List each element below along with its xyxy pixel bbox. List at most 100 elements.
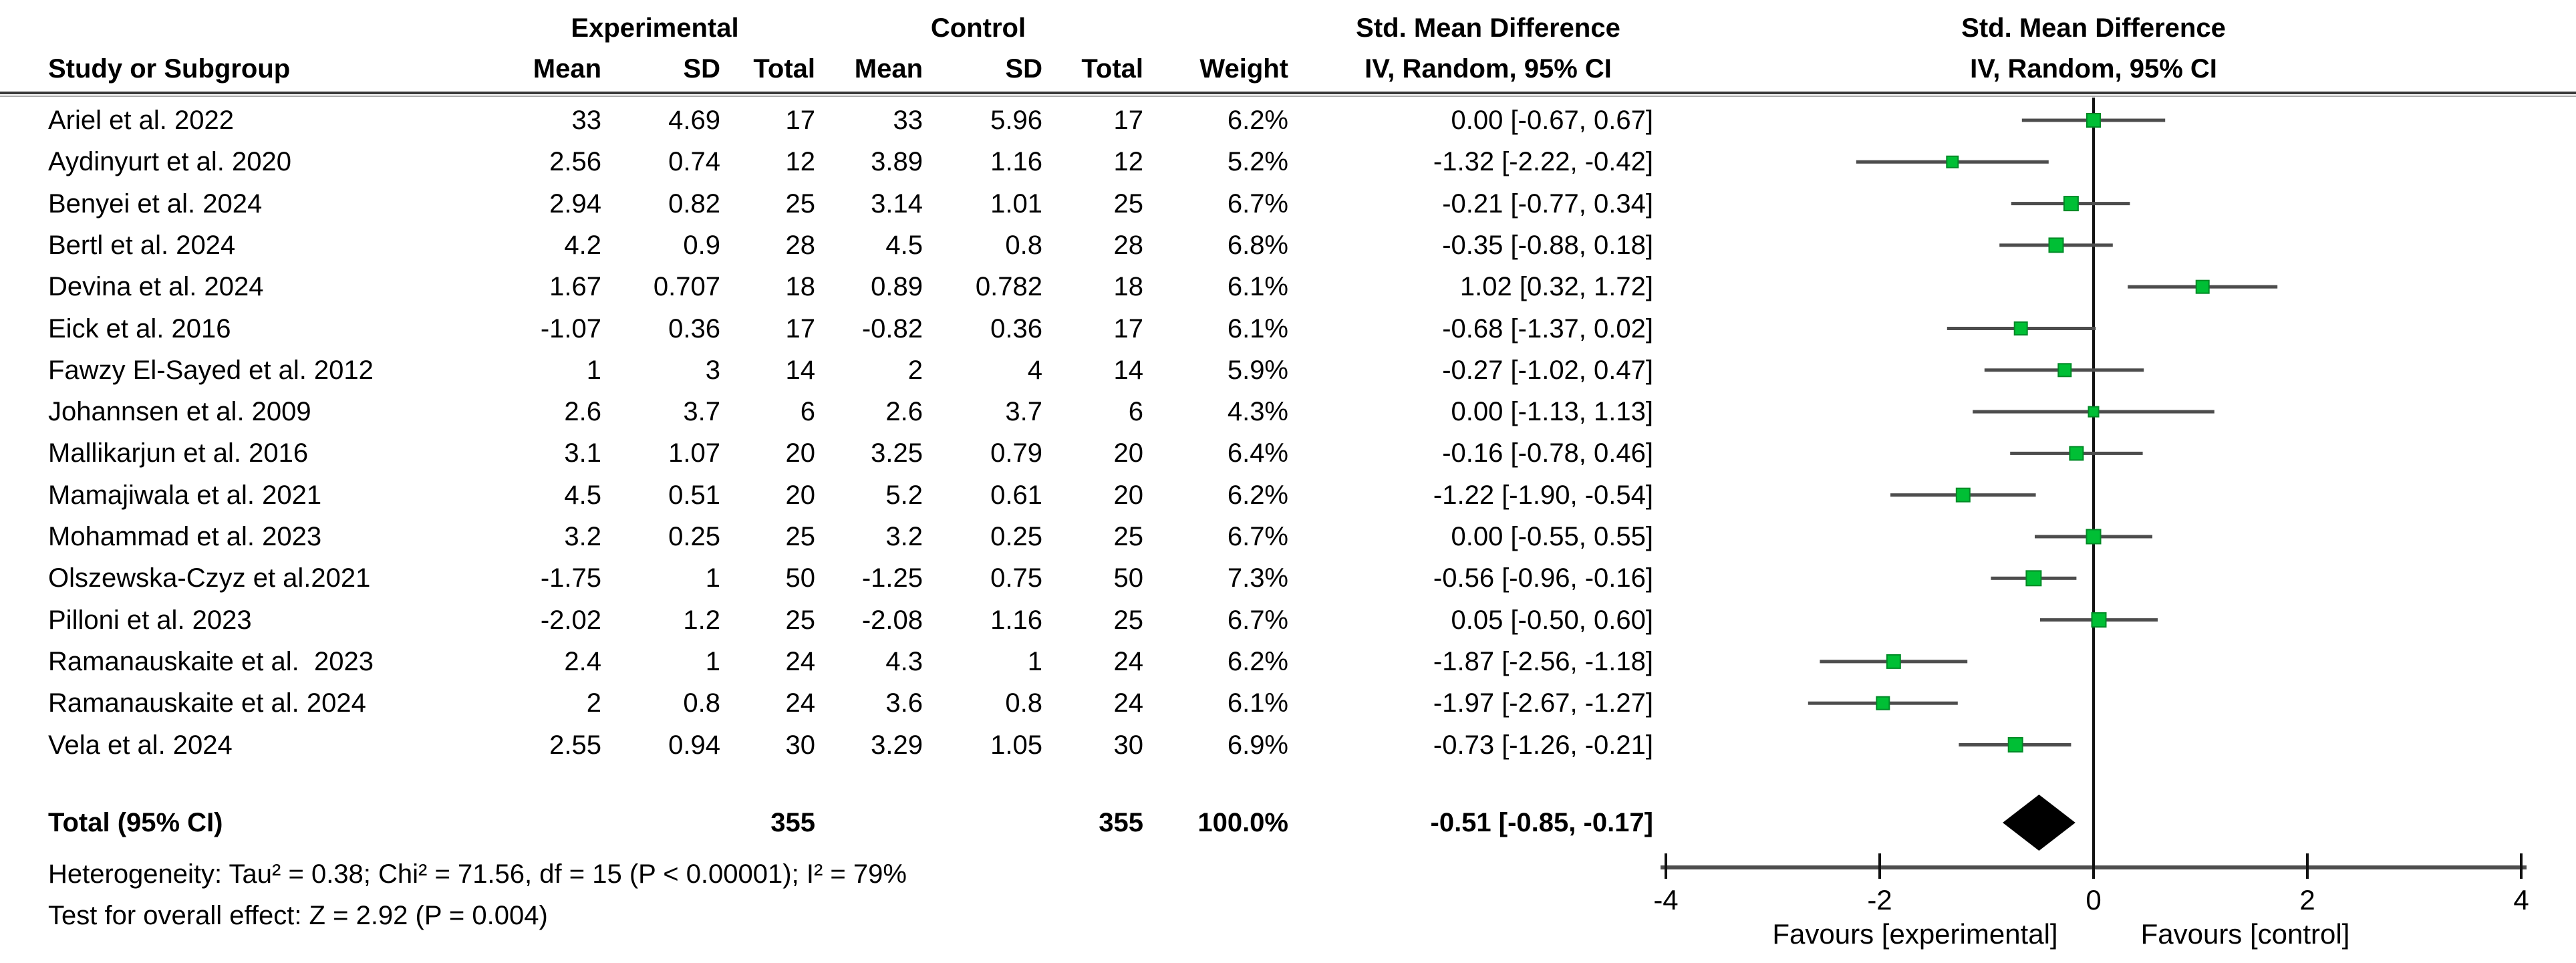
cell-ci-text: -1.32 [-2.22, -0.42] — [1433, 147, 1653, 177]
effect-square — [1955, 487, 1971, 503]
total-ctrl-n: 355 — [1099, 808, 1143, 837]
axis-tick-label: 2 — [2299, 884, 2315, 916]
cell-weight: 5.9% — [1227, 355, 1288, 385]
cell-ctrl-total: 30 — [1113, 730, 1144, 760]
cell-exp-mean: 1.67 — [549, 272, 601, 302]
cell-ci-text: 0.00 [-1.13, 1.13] — [1451, 397, 1653, 427]
study-name: Bertl et al. 2024 — [48, 230, 236, 260]
cell-exp-total: 25 — [785, 522, 816, 551]
axis-tick-label: -2 — [1867, 884, 1892, 916]
cell-exp-mean: 4.2 — [564, 230, 601, 260]
cell-weight: 6.2% — [1227, 480, 1288, 510]
cell-ctrl-total: 25 — [1113, 522, 1144, 551]
cell-exp-total: 20 — [785, 438, 816, 468]
cell-ctrl-total: 25 — [1113, 188, 1144, 219]
cell-weight: 4.3% — [1227, 397, 1288, 427]
cell-exp-mean: 3.1 — [564, 438, 601, 468]
cell-exp-mean: 2.4 — [564, 646, 601, 676]
cell-ctrl-sd: 5.96 — [990, 106, 1042, 135]
cell-ctrl-total: 17 — [1113, 106, 1144, 135]
header-divider-underline — [0, 96, 2576, 97]
cell-ctrl-mean: -1.25 — [861, 563, 923, 593]
cell-weight: 7.3% — [1227, 563, 1288, 593]
cell-ctrl-total: 20 — [1113, 438, 1144, 468]
cell-ctrl-sd: 0.75 — [990, 563, 1042, 593]
axis-tick-label: -4 — [1653, 884, 1679, 916]
cell-exp-total: 12 — [785, 147, 816, 177]
cell-ctrl-mean: -0.82 — [861, 313, 923, 343]
cell-exp-mean: 2.6 — [564, 397, 601, 427]
cell-ctrl-sd: 0.36 — [990, 313, 1042, 343]
weight-column-header: Weight — [1199, 54, 1288, 84]
cell-ctrl-total: 18 — [1113, 272, 1144, 302]
cell-exp-sd: 0.94 — [668, 730, 720, 760]
cell-exp-sd: 1 — [705, 563, 720, 593]
cell-exp-sd: 0.74 — [668, 147, 720, 177]
cell-ci-text: -0.27 [-1.02, 0.47] — [1442, 355, 1653, 385]
cell-ci-text: -1.87 [-2.56, -1.18] — [1433, 646, 1653, 676]
cell-exp-sd: 3.7 — [683, 397, 720, 427]
cell-exp-mean: 1 — [586, 355, 601, 385]
cell-weight: 6.2% — [1227, 106, 1288, 135]
cell-weight: 6.9% — [1227, 730, 1288, 760]
cell-ctrl-mean: 4.3 — [885, 646, 923, 676]
study-name: Mohammad et al. 2023 — [48, 522, 322, 551]
cell-exp-total: 28 — [785, 230, 816, 260]
exp-mean-header: Mean — [533, 54, 601, 84]
study-name: Devina et al. 2024 — [48, 272, 264, 302]
study-name: Ramanauskaite et al. 2023 — [48, 646, 374, 676]
axis-tick — [1878, 853, 1881, 879]
effect-square — [1876, 696, 1890, 710]
cell-ci-text: -1.97 [-2.67, -1.27] — [1433, 688, 1653, 718]
cell-exp-sd: 3 — [705, 355, 720, 385]
cell-exp-total: 14 — [785, 355, 816, 385]
cell-ctrl-sd: 0.61 — [990, 480, 1042, 510]
cell-ctrl-total: 20 — [1113, 480, 1144, 510]
cell-ci-text: -0.16 [-0.78, 0.46] — [1442, 438, 1653, 468]
cell-exp-sd: 0.9 — [683, 230, 720, 260]
cell-ctrl-mean: 3.14 — [871, 188, 923, 219]
cell-ctrl-sd: 0.79 — [990, 438, 1042, 468]
cell-ctrl-mean: 4.5 — [885, 230, 923, 260]
study-name: Mamajiwala et al. 2021 — [48, 480, 322, 510]
cell-ctrl-total: 12 — [1113, 147, 1144, 177]
study-name: Pilloni et al. 2023 — [48, 605, 252, 635]
ctrl-sd-header: SD — [1005, 54, 1042, 84]
overall-effect-stats: Test for overall effect: Z = 2.92 (P = 0… — [48, 901, 548, 930]
cell-exp-sd: 0.36 — [668, 313, 720, 343]
cell-exp-total: 30 — [785, 730, 816, 760]
effect-square — [1886, 654, 1901, 669]
heterogeneity-stats: Heterogeneity: Tau² = 0.38; Chi² = 71.56… — [48, 859, 907, 889]
ctrl-mean-header: Mean — [854, 54, 923, 84]
cell-ctrl-sd: 4 — [1027, 355, 1042, 385]
iv-ci-column-header: IV, Random, 95% CI — [1365, 54, 1612, 84]
axis-tick — [2520, 853, 2523, 879]
cell-ci-text: -0.73 [-1.26, -0.21] — [1433, 730, 1653, 760]
cell-ci-text: 1.02 [0.32, 1.72] — [1459, 272, 1653, 302]
effect-square — [2048, 237, 2064, 253]
cell-ctrl-mean: 5.2 — [885, 480, 923, 510]
cell-weight: 6.1% — [1227, 313, 1288, 343]
cell-ci-text: -0.21 [-0.77, 0.34] — [1442, 188, 1653, 219]
effect-square — [2013, 321, 2028, 335]
cell-exp-mean: -2.02 — [540, 605, 601, 635]
cell-ci-text: 0.00 [-0.55, 0.55] — [1451, 522, 1653, 551]
study-name: Mallikarjun et al. 2016 — [48, 438, 309, 468]
study-name: Ramanauskaite et al. 2024 — [48, 688, 366, 718]
cell-weight: 6.1% — [1227, 272, 1288, 302]
smd-column-header: Std. Mean Difference — [1356, 13, 1620, 43]
cell-ctrl-sd: 1.16 — [990, 147, 1042, 177]
effect-square — [2007, 737, 2023, 752]
axis-tick — [1665, 853, 1667, 879]
effect-square — [1946, 155, 1959, 168]
cell-ctrl-sd: 3.7 — [1005, 397, 1042, 427]
cell-weight: 6.1% — [1227, 688, 1288, 718]
cell-ctrl-mean: 33 — [893, 106, 923, 135]
cell-exp-mean: 2.55 — [549, 730, 601, 760]
cell-ctrl-total: 24 — [1113, 688, 1144, 718]
cell-ctrl-sd: 1.16 — [990, 605, 1042, 635]
study-name: Olszewska-Czyz et al.2021 — [48, 563, 371, 593]
ctrl-total-header: Total — [1081, 54, 1143, 84]
cell-ctrl-mean: 3.6 — [885, 688, 923, 718]
cell-ctrl-total: 17 — [1113, 313, 1144, 343]
